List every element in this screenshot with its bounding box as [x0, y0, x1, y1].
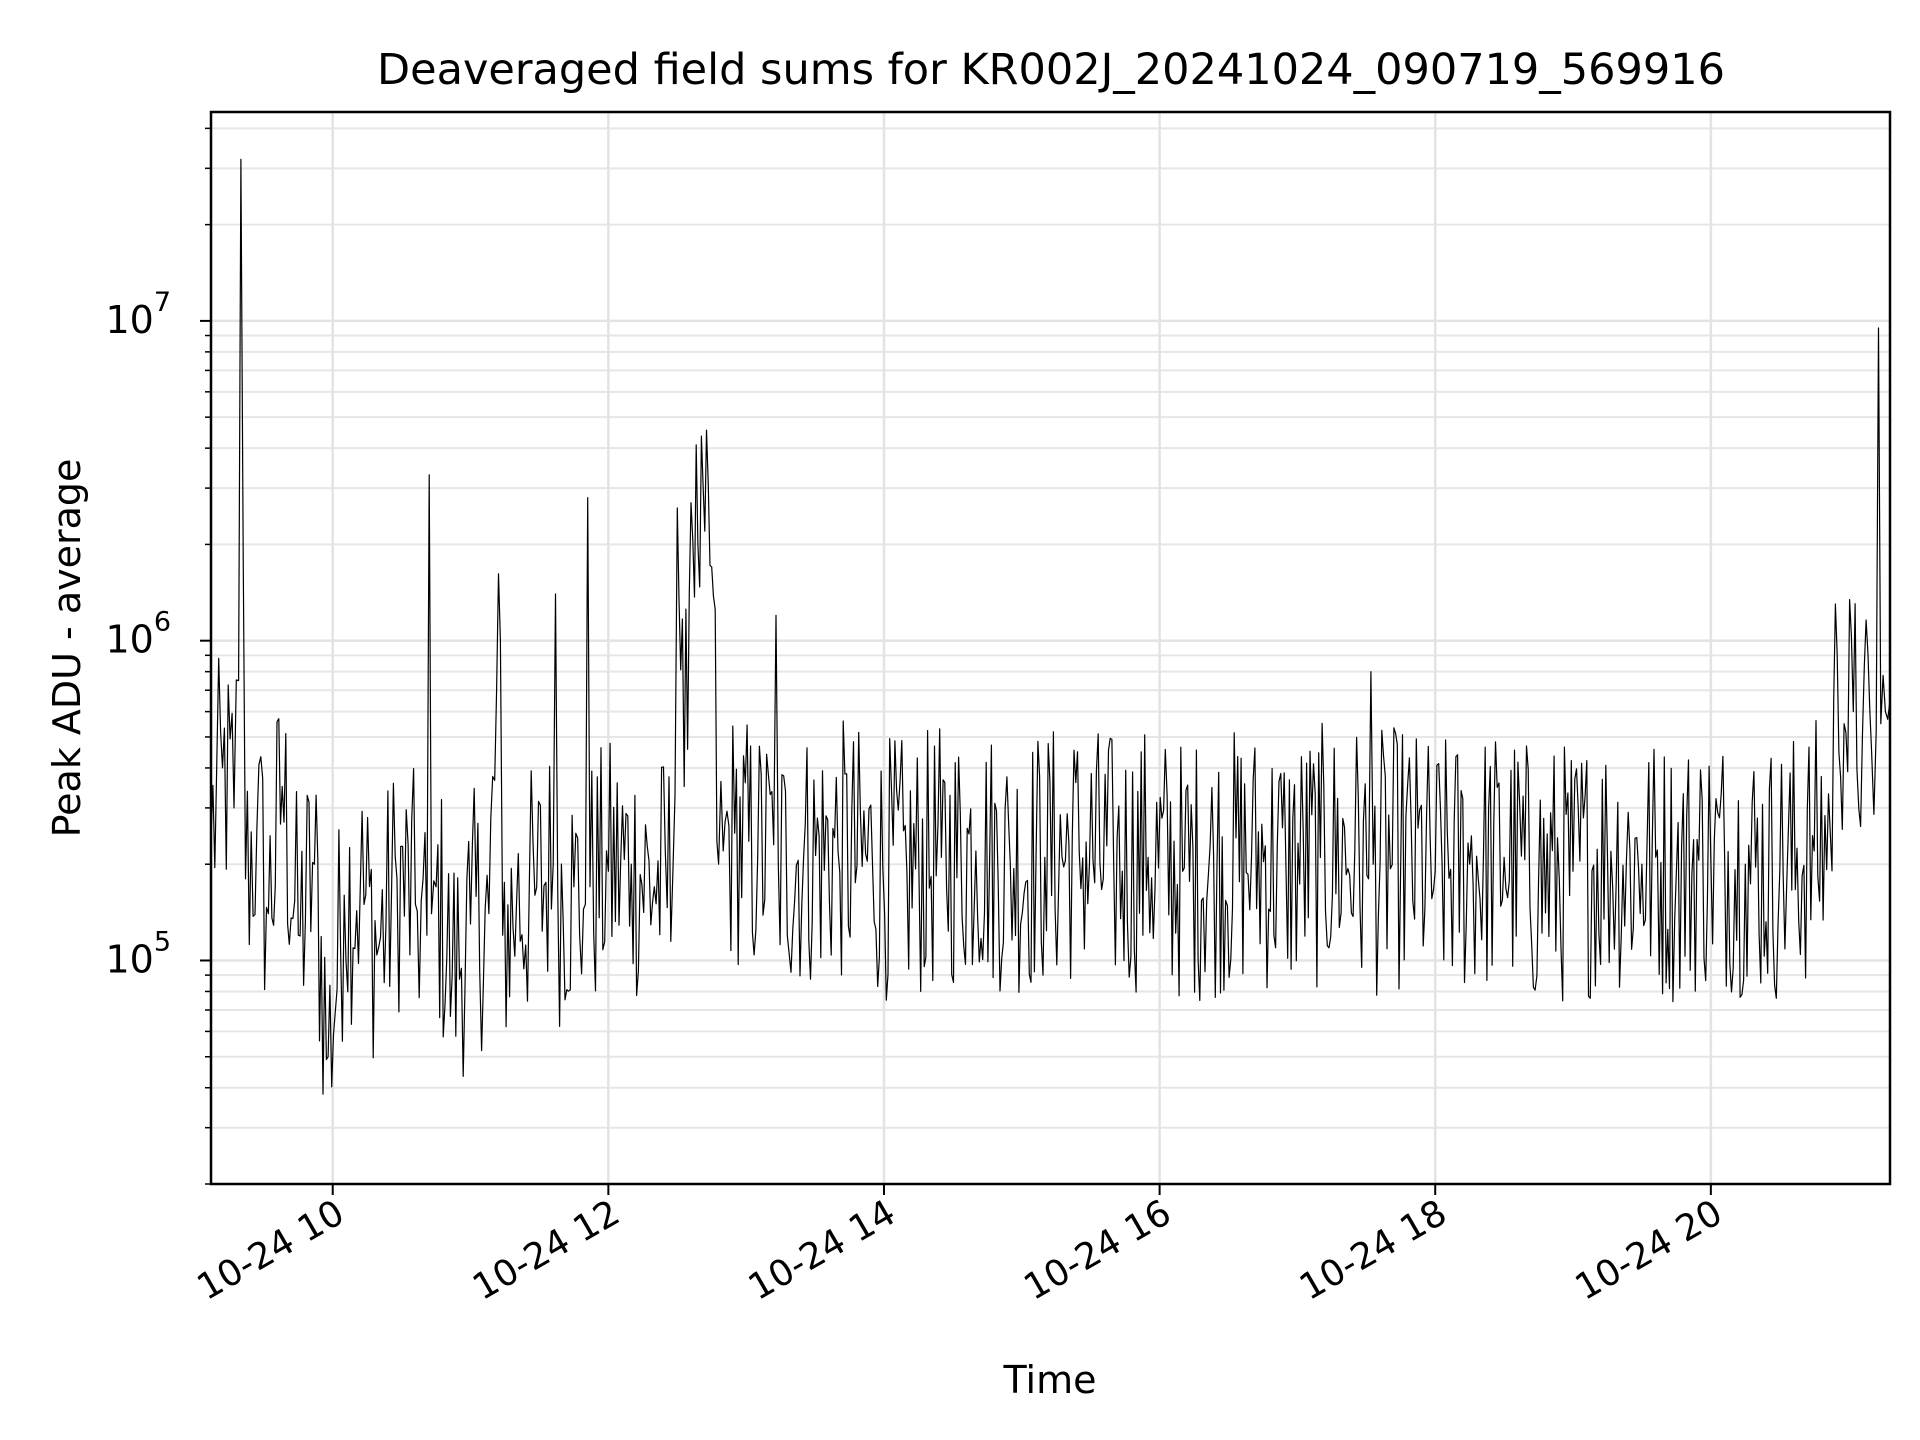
x-axis-label: Time	[1003, 1358, 1097, 1402]
x-axis: 10-24 10 10-24 12 10-24 14 10-24 16 10-24 18…	[191, 1184, 1730, 1309]
series-line	[211, 158, 1890, 1095]
y-tick-label: 106	[105, 607, 171, 662]
chart-title: Deaveraged field sums for KR002J_2024102…	[377, 45, 1725, 95]
x-tick-label: 10-24 18	[1293, 1192, 1454, 1308]
x-tick-label: 10-24 12	[466, 1192, 627, 1308]
grid-lines	[211, 112, 1890, 1185]
y-tick-label: 107	[105, 287, 171, 342]
x-tick-label: 10-24 14	[742, 1192, 903, 1308]
plot-frame	[209, 110, 1892, 1186]
x-tick-label: 10-24 10	[191, 1192, 352, 1308]
x-tick-label: 10-24 16	[1017, 1192, 1178, 1308]
y-axis: 105 106 107	[105, 127, 211, 1185]
y-tick-label: 105	[105, 926, 171, 981]
x-tick-label: 10-24 20	[1569, 1192, 1730, 1308]
y-axis-label: Peak ADU - average	[45, 459, 89, 838]
